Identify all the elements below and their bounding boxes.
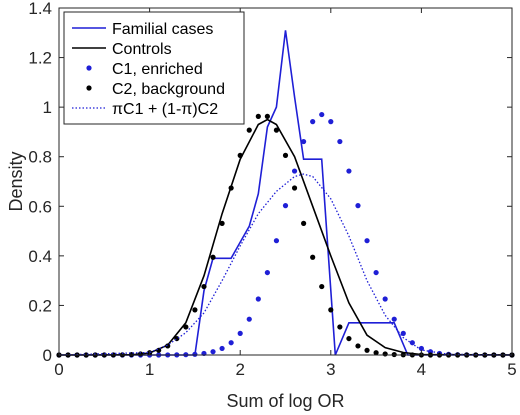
axes-frame [58,7,513,356]
series-2-point [192,351,198,357]
series-3-point [301,220,307,226]
series-3-point [328,307,334,313]
series-3-point [382,351,388,357]
series-3-point [319,283,325,290]
series-2-points [56,111,515,358]
series-3-point [310,254,316,260]
series-2-point [228,340,234,346]
series-2-point [282,203,289,209]
series-3-point [165,343,171,349]
series-0-line [59,30,512,356]
series-2-point [409,340,415,346]
legend-entry: πC1 + (1-π)C2 [72,101,218,118]
x-tick-label: 1 [145,360,154,379]
series-2-point [246,316,252,322]
legend-entry: C1, enriched [86,61,203,78]
x-tick-label: 2 [235,360,244,379]
series-3-point [346,335,352,342]
series-3-point [210,254,216,260]
y-tick-label: 0.2 [28,296,52,315]
series-2-point [346,168,352,174]
series-3-points [56,113,515,358]
series-2-point [355,203,361,209]
series-3-point [174,335,180,342]
series-3-point [219,220,225,226]
series-2-point [364,238,370,244]
series-2-point [264,269,270,276]
legend-entry: Familial cases [72,21,213,38]
legend-label: C2, background [112,81,225,98]
series-4-line [58,173,513,356]
series-2-point [337,138,343,145]
x-axis-label: Sum of log OR [226,391,344,411]
series-2-point [255,296,261,302]
legend-marker [86,85,92,91]
series-2-point [400,330,406,336]
y-tick-label: 1.2 [28,49,52,68]
legend-label: C1, enriched [112,61,203,78]
series-3-point [355,343,361,349]
legend-box [63,11,245,125]
series-1-line [58,118,513,356]
series-2-point [301,138,307,145]
y-tick-label: 1 [43,98,52,117]
x-tick-label: 4 [417,360,426,379]
series-2-point [373,269,379,276]
y-tick-label: 0 [43,346,52,365]
series-2-point [391,316,397,322]
series-3-point [246,127,252,133]
series-3-point [183,324,189,330]
series-3-point [228,185,234,191]
axis-ticks: 0 1 2 3 4 5 0 0.2 0.4 0.6 0.8 1 1.2 1.4 [28,0,516,379]
series-3-point [273,127,280,133]
legend-entry: C2, background [86,81,225,98]
series-2-point [210,349,216,355]
series-2-point [328,119,334,125]
y-tick-label: 0.8 [28,148,52,167]
legend-label: Controls [112,41,172,58]
series-3-point [282,152,289,158]
series-3-point [201,283,207,290]
series-3-point [192,307,198,313]
series-2-point [319,111,325,118]
series-3-point [255,113,261,119]
series-3-point [337,324,343,330]
y-tick-label: 0.6 [28,197,52,216]
x-tick-label: 0 [54,360,63,379]
series-3-point [373,350,379,356]
legend-entry: Controls [72,41,172,58]
series-3-point [291,185,298,191]
series-2-point [382,296,388,302]
series-3-point [264,113,270,119]
series-2-point [237,330,243,336]
x-tick-label: 5 [507,360,516,379]
series-2-point [219,345,225,352]
series-2-point [291,168,298,174]
y-tick-label: 0.4 [28,247,52,266]
series-2-point [273,238,280,244]
legend-label: πC1 + (1-π)C2 [112,101,218,118]
x-tick-label: 3 [326,360,335,379]
series-3-point [237,152,243,158]
legend: Familial cases Controls C1, enriched C2, ba… [63,11,245,125]
series-2-point [310,119,316,125]
legend-marker [86,65,92,71]
y-tick-label: 1.4 [28,0,52,18]
y-axis-label: Density [6,151,26,211]
series-3-point [364,347,370,353]
legend-label: Familial cases [112,21,213,38]
